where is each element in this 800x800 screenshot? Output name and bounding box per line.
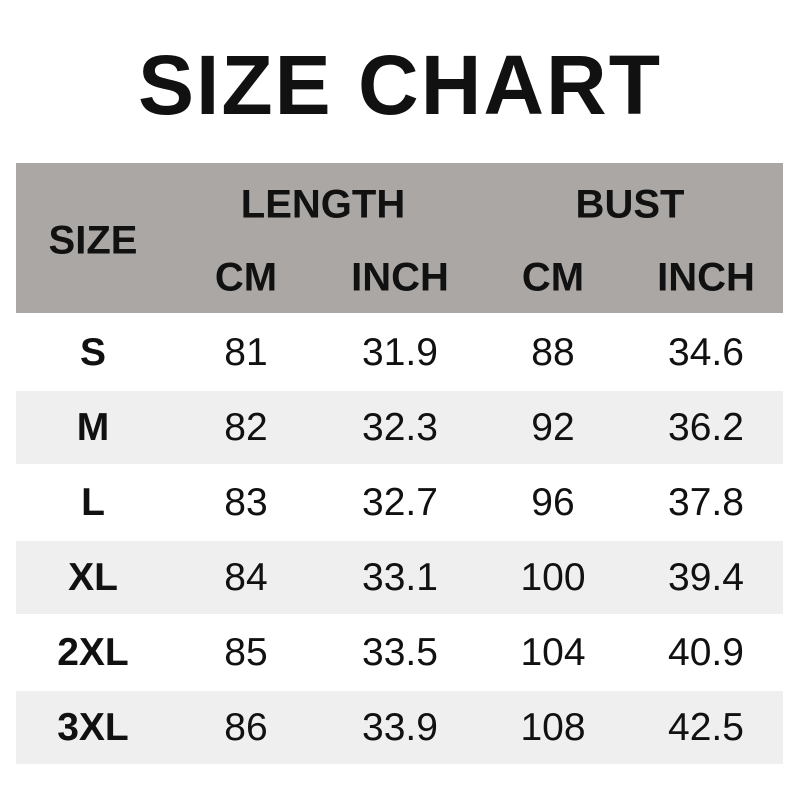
header-length-cm: CM [214,255,278,300]
page-title: SIZE CHART [138,38,662,132]
cell-length-cm: 83 [224,480,268,524]
cell-bust-inch: 34.6 [668,330,744,374]
cell-bust-inch: 36.2 [668,405,744,449]
cell-bust-cm: 100 [520,555,586,599]
cell-length-cm: 84 [224,555,268,599]
table-row: S 81 31.9 88 34.6 [16,316,783,389]
header-length: LENGTH [240,182,406,227]
header-length-inch: INCH [351,255,449,300]
cell-length-inch: 33.1 [362,555,438,599]
header-bust: BUST [575,182,685,227]
cell-length-inch: 33.5 [362,630,438,674]
cell-bust-inch: 39.4 [668,555,744,599]
cell-bust-inch: 40.9 [668,630,744,674]
table-row: L 83 32.7 96 37.8 [16,466,783,539]
cell-size: 3XL [57,705,129,749]
cell-length-inch: 31.9 [362,330,438,374]
cell-bust-cm: 92 [531,405,575,449]
cell-length-cm: 85 [224,630,268,674]
cell-length-cm: 86 [224,705,268,749]
cell-bust-inch: 42.5 [668,705,744,749]
cell-bust-cm: 96 [531,480,575,524]
cell-length-cm: 81 [224,330,268,374]
cell-length-inch: 32.3 [362,405,438,449]
cell-bust-cm: 88 [531,330,575,374]
cell-bust-cm: 104 [520,630,586,674]
table-row: 3XL 86 33.9 108 42.5 [16,691,783,764]
cell-size: M [76,405,110,449]
table-row: 2XL 85 33.5 104 40.9 [16,616,783,689]
cell-length-inch: 32.7 [362,480,438,524]
cell-size: XL [68,555,118,599]
header-size: SIZE [48,218,138,263]
table-header: SIZE LENGTH BUST CM INCH CM INCH [16,163,783,313]
cell-size: 2XL [57,630,129,674]
table-row: XL 84 33.1 100 39.4 [16,541,783,614]
cell-size: S [79,330,107,374]
header-bust-cm: CM [521,255,585,300]
table-row: M 82 32.3 92 36.2 [16,391,783,464]
header-bust-inch: INCH [657,255,755,300]
cell-length-inch: 33.9 [362,705,438,749]
cell-bust-inch: 37.8 [668,480,744,524]
cell-bust-cm: 108 [520,705,586,749]
cell-length-cm: 82 [224,405,268,449]
cell-size: L [81,480,105,524]
